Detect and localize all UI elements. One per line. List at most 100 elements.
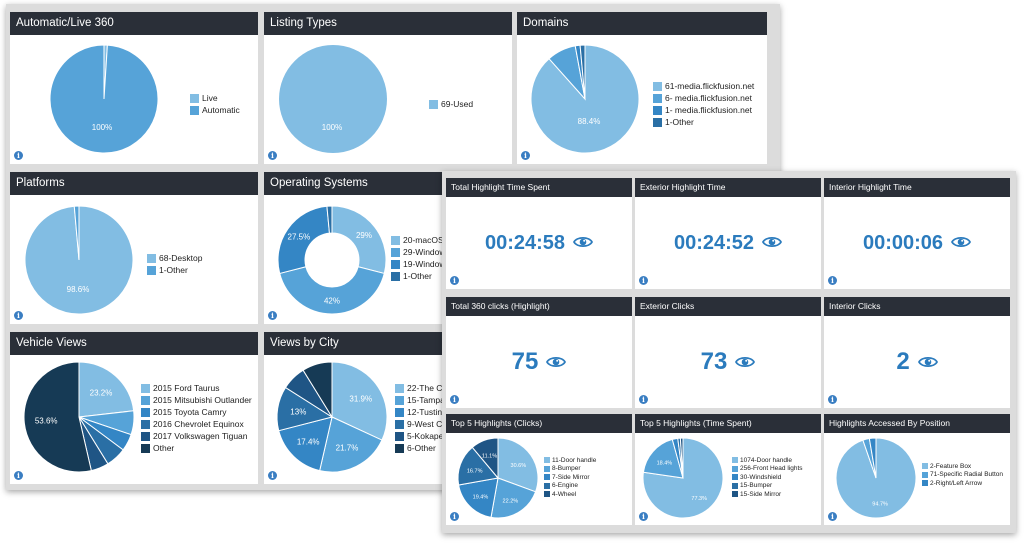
legend-item[interactable]: 15-Tampa	[395, 394, 454, 406]
info-icon[interactable]: i	[14, 151, 23, 160]
legend-label: 1-Other	[665, 117, 694, 127]
data-label: 88.4%	[578, 117, 601, 126]
legend-item[interactable]: 2015 Mitsubishi Outlander	[141, 394, 252, 406]
panel-domains: Domains 88.4% 61-media.flickfusion.net 6-…	[517, 12, 767, 164]
info-icon[interactable]: i	[828, 276, 837, 285]
legend-item[interactable]: 22-The Colo	[395, 382, 454, 394]
legend-item[interactable]: 1-Other	[147, 264, 202, 276]
legend-item[interactable]: 29-Windows	[391, 246, 450, 258]
legend-item[interactable]: 71-Specific Radial Button	[922, 471, 1003, 480]
data-label: 16.7%	[467, 469, 483, 475]
info-icon[interactable]: i	[450, 512, 459, 521]
panel-highlights-by-position: Highlights Accessed By Position 94.7% 2-…	[824, 414, 1010, 525]
donut-chart: 29% 42% 27.5%	[277, 205, 387, 315]
legend-label: 69-Used	[441, 99, 474, 109]
pie-slice	[278, 416, 333, 472]
legend-swatch	[544, 465, 550, 472]
data-label: 13%	[290, 408, 306, 417]
data-label: 22.2%	[503, 499, 519, 505]
legend-item[interactable]: 1-Other	[391, 270, 450, 282]
legend-item[interactable]: 1- media.flickfusion.net	[653, 104, 754, 116]
legend-item[interactable]: 30-Windshield	[732, 473, 803, 482]
data-label: 23.2%	[90, 388, 113, 397]
legend-item[interactable]: 1-Other	[653, 116, 754, 128]
legend-item[interactable]: 61-media.flickfusion.net	[653, 80, 754, 92]
legend-label: 7-Side Mirror	[552, 473, 590, 481]
info-icon[interactable]: i	[639, 395, 648, 404]
legend-item[interactable]: 6- media.flickfusion.net	[653, 92, 754, 104]
panel-automatic-live-360: Automatic/Live 360 100% Live Automatic i	[10, 12, 258, 164]
legend-item[interactable]: 5-Kokapet	[395, 430, 454, 442]
legend-item[interactable]: 256-Front Head lights	[732, 465, 803, 474]
pie-chart: 31.9% 21.7% 17.4% 13%	[276, 361, 388, 473]
info-icon[interactable]: i	[828, 512, 837, 521]
legend-item[interactable]: Automatic	[190, 104, 240, 116]
info-icon[interactable]: i	[828, 395, 837, 404]
legend-item[interactable]: Live	[190, 92, 240, 104]
legend-item[interactable]: 6-Engine	[544, 482, 596, 491]
data-label: 17.4%	[297, 437, 320, 446]
legend-item[interactable]: 2015 Ford Taurus	[141, 382, 252, 394]
legend-label: 2015 Mitsubishi Outlander	[153, 395, 252, 405]
data-label: 30.6%	[511, 463, 527, 469]
legend-item[interactable]: 2015 Toyota Camry	[141, 406, 252, 418]
panel-title: Interior Clicks	[824, 297, 1010, 316]
legend-item[interactable]: 7-Side Mirror	[544, 473, 596, 482]
legend-label: 19-Windows	[403, 259, 450, 269]
legend-item[interactable]: 19-Windows	[391, 258, 450, 270]
pie-slice	[579, 44, 586, 100]
legend-item[interactable]: 6-Other	[395, 442, 454, 454]
legend: 2-Feature Box 71-Specific Radial Button 2-…	[922, 462, 1003, 488]
info-icon[interactable]: i	[268, 311, 277, 320]
legend-item[interactable]: 8-Bumper	[544, 465, 596, 474]
legend-item[interactable]: 9-West Che	[395, 418, 454, 430]
legend: 1074-Door handle 256-Front Head lights 30-…	[732, 456, 803, 499]
legend-swatch	[190, 105, 199, 115]
data-label: 18.4%	[657, 461, 673, 467]
info-icon[interactable]: i	[268, 151, 277, 160]
legend-item[interactable]: Other	[141, 442, 252, 454]
legend-item[interactable]: 68-Desktop	[147, 252, 202, 264]
kpi-value: 75	[511, 348, 539, 375]
legend-item[interactable]: 69-Used	[429, 98, 473, 110]
legend-swatch	[147, 253, 156, 263]
legend-item[interactable]: 20-macOS	[391, 234, 450, 246]
legend-label: 15-Side Mirror	[740, 490, 782, 498]
pie-slice	[868, 437, 877, 479]
legend-item[interactable]: 12-Tustin	[395, 406, 454, 418]
info-icon[interactable]: i	[268, 471, 277, 480]
legend-item[interactable]: 11-Door handle	[544, 456, 596, 465]
legend-item[interactable]: 2-Feature Box	[922, 462, 1003, 471]
info-icon[interactable]: i	[521, 151, 530, 160]
legend-label: 6-Other	[407, 443, 436, 453]
data-label: 77.3%	[691, 496, 707, 502]
legend-label: 71-Specific Radial Button	[930, 471, 1003, 479]
data-label: 94.7%	[872, 501, 888, 507]
pie-chart: 94.7%	[835, 437, 917, 519]
data-label: 11.1%	[482, 454, 497, 460]
panel-interior-highlight-time: Interior Highlight Time 00:00:06 i	[824, 178, 1010, 289]
info-icon[interactable]: i	[450, 395, 459, 404]
info-icon[interactable]: i	[14, 311, 23, 320]
legend-label: 1- media.flickfusion.net	[665, 105, 752, 115]
pie-slice	[497, 437, 539, 493]
info-icon[interactable]: i	[14, 471, 23, 480]
legend-item[interactable]: 2016 Chevrolet Equinox	[141, 418, 252, 430]
info-icon[interactable]: i	[450, 276, 459, 285]
data-label: 19.4%	[473, 495, 489, 501]
legend-swatch	[391, 259, 400, 269]
legend-item[interactable]: 1074-Door handle	[732, 456, 803, 465]
legend-item[interactable]: 15-Bumper	[732, 482, 803, 491]
info-icon[interactable]: i	[639, 512, 648, 521]
legend-item[interactable]: 2-Right/Left Arrow	[922, 479, 1003, 488]
panel-title: Platforms	[10, 172, 258, 195]
legend: 69-Used	[429, 98, 473, 110]
info-icon[interactable]: i	[639, 276, 648, 285]
data-label: 27.5%	[288, 233, 311, 242]
legend-swatch	[190, 93, 199, 103]
legend-item[interactable]: 15-Side Mirror	[732, 490, 803, 499]
legend-item[interactable]: 2017 Volkswagen Tiguan	[141, 430, 252, 442]
panel-exterior-highlight-time: Exterior Highlight Time 00:24:52 i	[635, 178, 821, 289]
legend-item[interactable]: 4-Wheel	[544, 490, 596, 499]
dashboard-back: Automatic/Live 360 100% Live Automatic i …	[6, 4, 780, 490]
